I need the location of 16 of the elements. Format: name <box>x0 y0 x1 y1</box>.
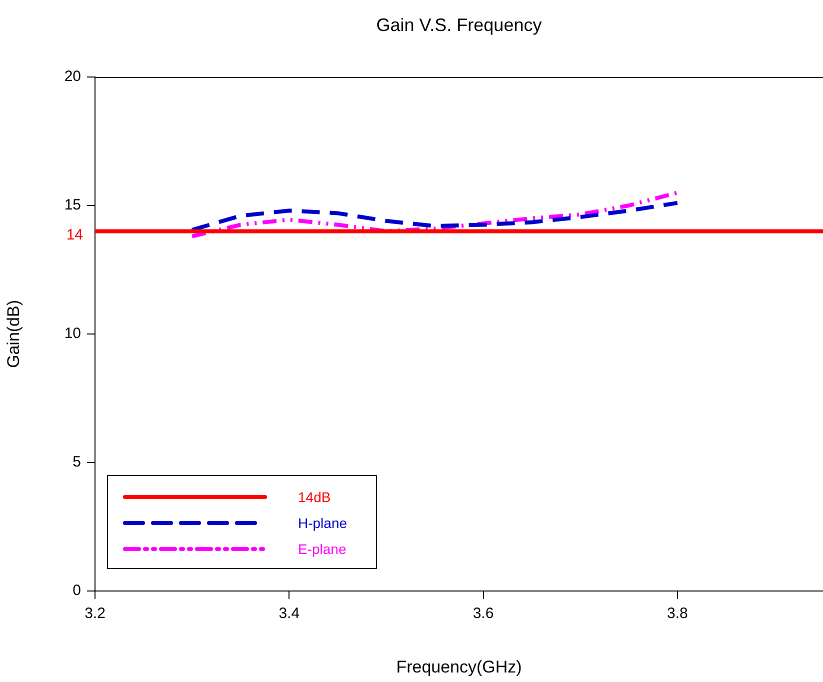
chart-title: Gain V.S. Frequency <box>376 14 542 35</box>
x-tick-label: 3.6 <box>472 605 494 622</box>
y-axis-title: Gain(dB) <box>4 300 23 368</box>
y-tick-label: 10 <box>64 325 81 342</box>
annotation: 14 <box>66 226 83 244</box>
x-tick-label: 3.8 <box>666 605 688 622</box>
y-tick-label: 0 <box>72 582 81 600</box>
legend-frame: 14dB H-plane E-plane <box>107 475 377 569</box>
line-series <box>190 200 680 232</box>
y-tick-label: 15 <box>64 196 81 214</box>
x-tick-label: 3.4 <box>278 605 300 622</box>
line-series <box>190 190 680 238</box>
x-tick-label: 3.2 <box>84 605 106 622</box>
x-axis-title: Frequency(GHz) <box>396 657 522 676</box>
y-tick-label: 5 <box>72 454 81 471</box>
y-tick-label: 20 <box>64 68 81 86</box>
